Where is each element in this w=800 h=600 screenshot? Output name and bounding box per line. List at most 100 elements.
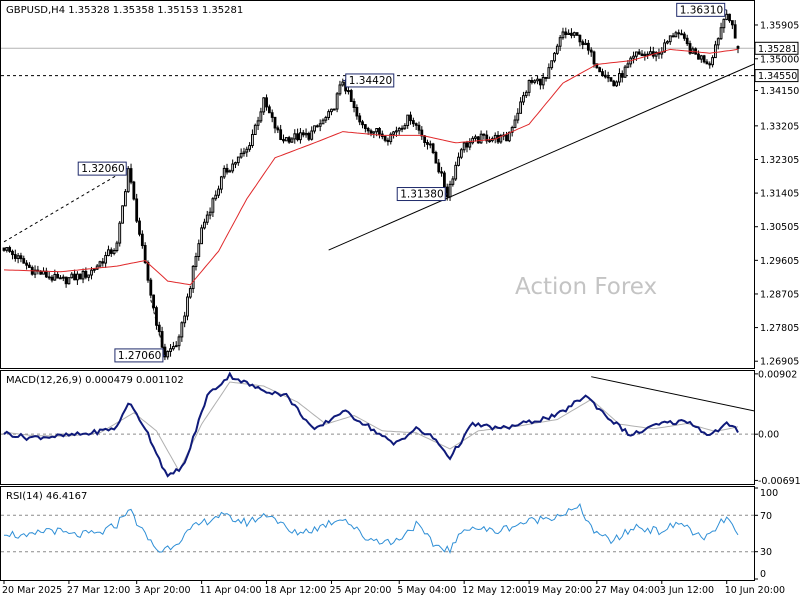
candle — [570, 28, 573, 39]
bearish-candle-body — [575, 32, 579, 36]
candle — [392, 130, 395, 139]
bullish-candle-body — [519, 101, 523, 114]
bearish-candle-body — [315, 125, 319, 128]
callout-label: 1.32060 — [81, 163, 124, 175]
bearish-candle-body — [601, 71, 604, 76]
time-tick-label: 3 Jun 12:00 — [660, 585, 714, 596]
candle — [680, 29, 683, 36]
candle — [225, 163, 229, 175]
current-price-tag-label: 1.35281 — [758, 44, 797, 55]
bullish-candle-body — [397, 127, 401, 132]
bullish-candle-body — [527, 80, 531, 93]
bullish-candle-body — [406, 114, 410, 127]
bearish-candle-body — [736, 46, 740, 49]
candle — [423, 134, 427, 147]
candle — [248, 142, 252, 152]
candle — [620, 70, 624, 83]
bullish-candle-body — [341, 81, 345, 86]
bullish-candle-body — [716, 38, 720, 46]
candle — [299, 128, 302, 144]
candle — [208, 207, 212, 220]
bearish-candle-body — [609, 77, 613, 82]
bullish-candle-body — [123, 191, 127, 207]
bearish-candle-body — [586, 42, 590, 51]
bearish-candle-body — [414, 123, 418, 126]
price-callout: 1.27060 — [114, 348, 165, 363]
bearish-candle-body — [570, 32, 573, 36]
bullish-candle-body — [632, 55, 635, 59]
bullish-candle-body — [208, 211, 212, 216]
candle — [129, 163, 133, 185]
bullish-candle-body — [321, 119, 325, 125]
bullish-candle-body — [330, 108, 333, 113]
candle — [671, 32, 675, 38]
bullish-candle-body — [242, 151, 246, 155]
bullish-candle-body — [663, 42, 667, 53]
candle — [293, 129, 297, 144]
bearish-candle-body — [143, 245, 147, 263]
candle — [304, 128, 308, 138]
rsi-header: RSI(14) 46.4167 — [6, 491, 87, 502]
candle — [347, 86, 350, 95]
bearish-candle-body — [378, 128, 381, 135]
bearish-candle-body — [482, 133, 486, 136]
candle — [572, 31, 576, 39]
bearish-candle-body — [282, 138, 285, 142]
rsi-panel-series — [1, 502, 754, 555]
bullish-candle-body — [16, 255, 20, 259]
bullish-candle-body — [567, 32, 571, 36]
macd-header: MACD(12,26,9) 0.000479 0.001102 — [6, 375, 184, 386]
bearish-candle-body — [366, 128, 370, 132]
bearish-candle-body — [13, 254, 17, 259]
bullish-candle-body — [395, 130, 398, 133]
bullish-candle-body — [171, 346, 175, 350]
candle — [544, 76, 548, 82]
price-callouts: 1.32060 1.27060 1.34420 1.31380 1.36310 — [77, 2, 727, 363]
candle — [479, 130, 483, 144]
bullish-candle-body — [479, 133, 483, 144]
price-callout: 1.34420 — [342, 73, 395, 88]
candle — [417, 121, 421, 135]
time-tick-label: 3 Apr 20:00 — [135, 585, 191, 596]
bullish-candle-body — [180, 322, 184, 338]
candle — [61, 274, 65, 282]
bullish-candle-body — [256, 120, 260, 126]
candle — [171, 341, 175, 351]
candle — [352, 98, 356, 113]
candle — [135, 193, 139, 223]
bullish-candle-body — [646, 53, 650, 56]
bullish-candle-body — [169, 348, 172, 352]
candle — [59, 275, 62, 280]
candle — [315, 124, 319, 128]
bullish-candle-body — [572, 32, 576, 36]
bullish-candle-body — [547, 67, 551, 79]
candle — [155, 305, 158, 330]
bullish-candle-body — [259, 111, 263, 122]
candle — [279, 124, 283, 141]
candle — [301, 129, 305, 138]
candle — [33, 265, 37, 279]
bullish-candle-body — [428, 143, 432, 146]
candle — [126, 166, 130, 193]
candle — [123, 189, 127, 207]
candle — [434, 150, 438, 164]
candle — [228, 169, 232, 173]
bearish-candle-body — [595, 63, 599, 69]
time-tick-label: 5 May 04:00 — [397, 585, 456, 596]
bearish-candle-body — [431, 143, 435, 154]
bullish-candle-body — [533, 80, 537, 83]
candle — [426, 139, 429, 150]
candle — [601, 68, 604, 77]
candle — [8, 245, 12, 253]
candle — [725, 9, 729, 21]
bullish-candle-body — [183, 315, 187, 324]
bullish-candle-body — [668, 35, 672, 43]
bullish-candle-body — [524, 91, 528, 97]
bearish-candle-body — [383, 136, 387, 141]
bullish-candle-body — [507, 131, 511, 142]
candle — [400, 125, 404, 133]
candle — [445, 183, 449, 201]
candlestick-series — [2, 9, 740, 361]
moving-average-series — [3, 48, 739, 286]
time-tick-label: 27 May 04:00 — [595, 585, 660, 596]
